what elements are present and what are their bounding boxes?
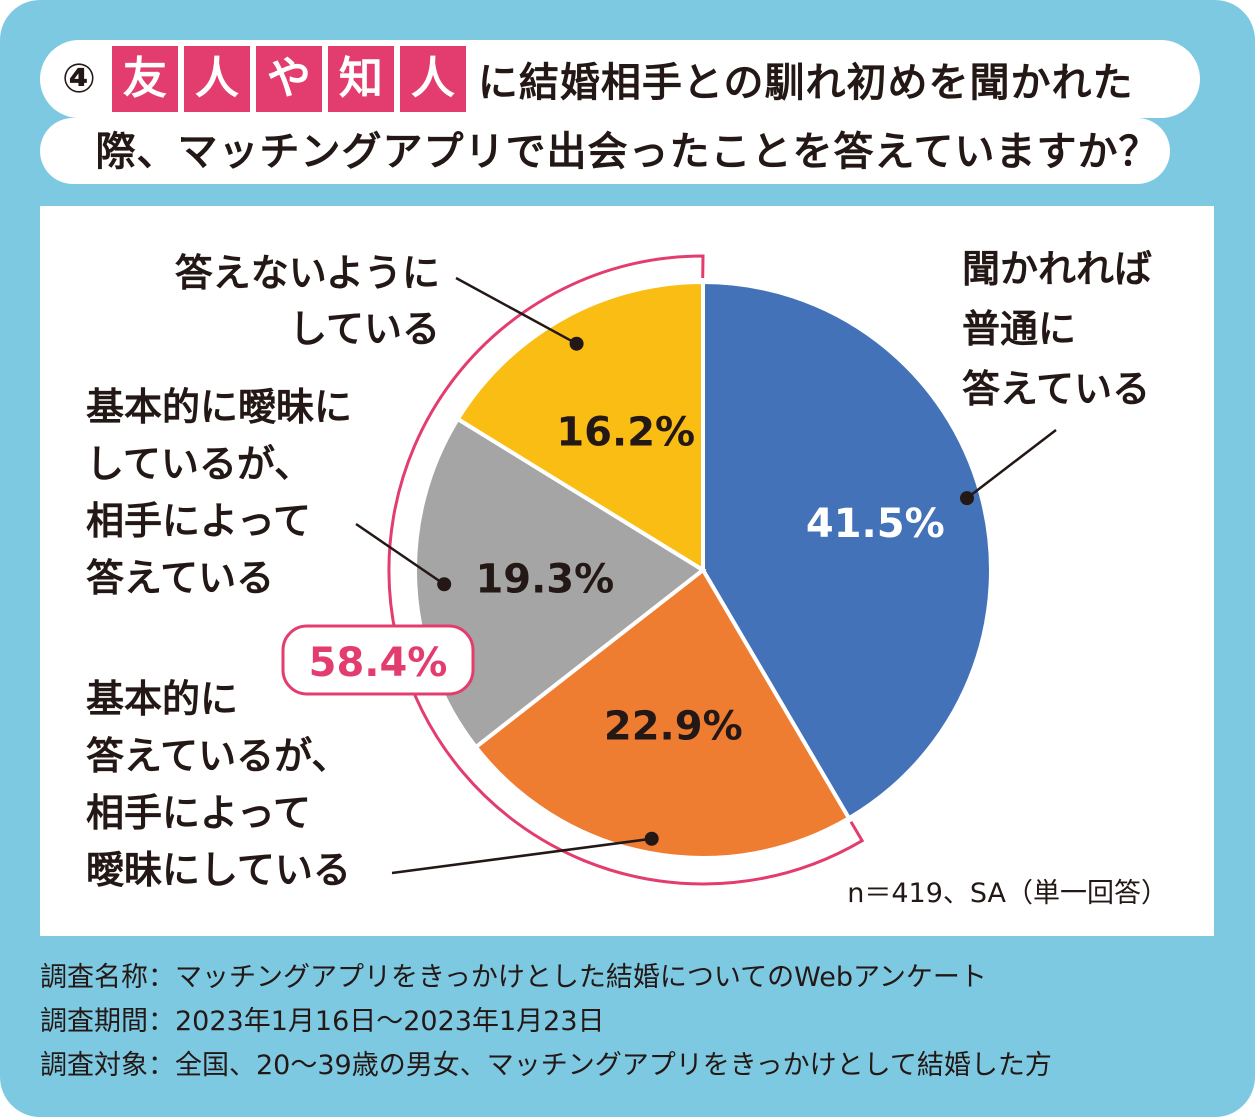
highlight-char: 友 — [111, 46, 178, 112]
slice-value-label: 19.3% — [475, 557, 614, 603]
callout-label: 基本的に曖昧に — [86, 385, 352, 429]
highlight-char: 知 — [327, 46, 394, 112]
highlight-char: や — [255, 46, 322, 112]
leader-dot — [569, 336, 584, 351]
question-number: ④ — [62, 56, 96, 102]
title-line-1: ④ 友 人 や 知 人 に結婚相手との馴れ初めを聞かれた — [62, 44, 1133, 114]
leader-line — [966, 429, 1057, 500]
highlight-char: 人 — [183, 46, 250, 112]
survey-target: 調査対象：全国、20～39歳の男女、マッチングアプリをきっかけとして結婚した方 — [40, 1050, 1052, 1081]
slice-value-label: 41.5% — [806, 501, 945, 547]
title-pill-2 — [40, 118, 1170, 184]
callout-label: 相手によって — [86, 499, 311, 543]
leader-line — [391, 837, 652, 875]
callout-label: 答えている — [962, 367, 1150, 411]
leader-dot — [644, 831, 659, 846]
bracket-badge — [281, 624, 475, 696]
callout-label: 相手によって — [86, 791, 311, 835]
sample-note: n＝419、SA（単一回答） — [847, 878, 1168, 909]
slice-value-label: 22.9% — [604, 704, 743, 750]
callout-label: 答えないように — [175, 251, 440, 295]
callout-label: 聞かれれば — [962, 247, 1152, 291]
leader-line — [455, 276, 578, 345]
slice-value-label: 16.2% — [556, 410, 695, 456]
leader-dot — [437, 577, 452, 592]
highlight-char: 人 — [399, 46, 466, 112]
pie-slice — [701, 279, 993, 822]
pie-slice — [473, 567, 852, 860]
callout-label: 基本的に — [86, 677, 238, 721]
leader-line — [355, 522, 445, 586]
callout-label: している — [289, 307, 440, 351]
title-rest: に結婚相手との馴れ初めを聞かれた — [477, 60, 1134, 106]
survey-name: 調査名称：マッチングアプリをきっかけとした結婚についてのWebアンケート — [40, 962, 987, 993]
callout-label: 答えているが、 — [86, 734, 349, 778]
callout-label: しているが、 — [86, 442, 312, 486]
footer: 調査名称：マッチングアプリをきっかけとした結婚についてのWebアンケート 調査期… — [40, 956, 1052, 1088]
callout-label: 曖昧にしている — [86, 848, 351, 892]
title-line-2: 際、マッチングアプリで出会ったことを答えていますか？ — [95, 129, 1160, 175]
bracket-total: 58.4% — [309, 640, 448, 686]
pie-slice — [455, 279, 705, 574]
survey-period: 調査期間：2023年1月16日～2023年1月23日 — [40, 1006, 605, 1037]
callout-label: 普通に — [962, 307, 1076, 351]
pie-slice — [413, 416, 707, 750]
leader-dot — [959, 491, 974, 506]
callout-label: 答えている — [86, 556, 274, 600]
